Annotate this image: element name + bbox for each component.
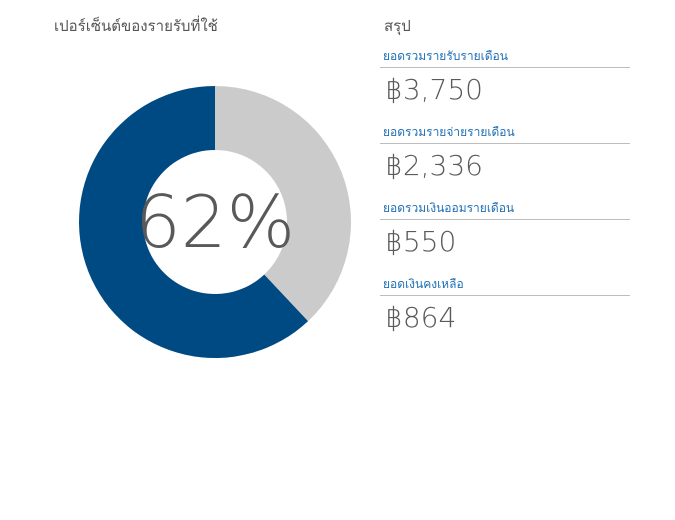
donut-svg: 62% — [79, 86, 351, 359]
summary-title: สรุป — [384, 17, 411, 35]
metric-value: ฿550 — [385, 225, 457, 258]
metric-remaining-balance: ยอดเงินคงเหลือ ฿864 — [380, 275, 630, 342]
donut-center-label: 62% — [135, 180, 295, 264]
metric-label: ยอดรวมรายจ่ายรายเดือน — [380, 123, 630, 144]
summary-panel: สรุป ยอดรวมรายรับรายเดือน ฿3,750 ยอดรวมร… — [380, 14, 630, 342]
metric-value: ฿2,336 — [385, 149, 483, 182]
metric-label: ยอดรวมรายรับรายเดือน — [380, 47, 630, 68]
metric-label: ยอดรวมเงินออมรายเดือน — [380, 199, 630, 220]
metric-monthly-expense: ยอดรวมรายจ่ายรายเดือน ฿2,336 — [380, 123, 630, 190]
metric-monthly-income: ยอดรวมรายรับรายเดือน ฿3,750 — [380, 47, 630, 114]
donut-slice-1 — [215, 86, 351, 322]
metric-value: ฿3,750 — [385, 73, 483, 106]
donut-slice-0 — [79, 86, 309, 359]
donut-chart: 62% — [75, 82, 355, 362]
chart-title: เปอร์เซ็นต์ของรายรับที่ใช้ — [54, 17, 218, 35]
metric-label: ยอดเงินคงเหลือ — [380, 275, 630, 296]
metric-monthly-savings: ยอดรวมเงินออมรายเดือน ฿550 — [380, 199, 630, 266]
metric-value: ฿864 — [385, 301, 457, 334]
